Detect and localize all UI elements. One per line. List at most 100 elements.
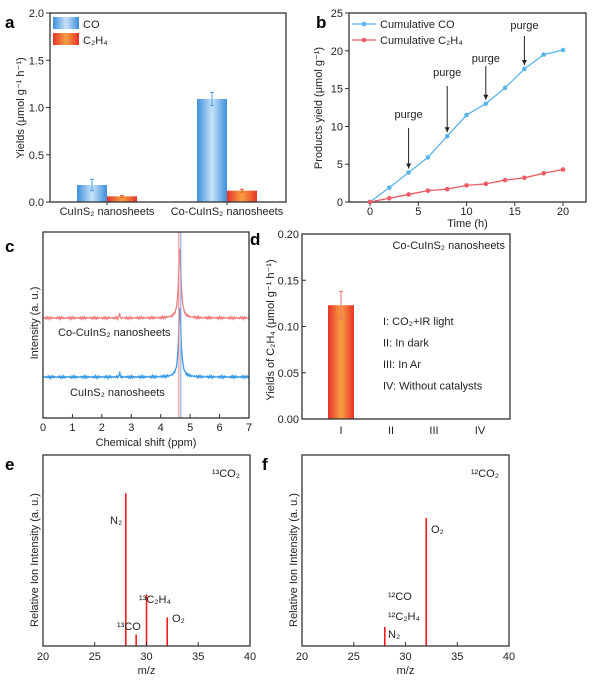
panel-letter-b: b — [316, 13, 326, 32]
b-data-point — [502, 177, 508, 183]
b-purge-label: purge — [472, 53, 500, 65]
c-trace-label: CuInS₂ nanosheets — [70, 387, 165, 399]
b-ytick-label: 10 — [331, 121, 343, 133]
b-data-point — [464, 112, 469, 118]
e-xlabel: m/z — [138, 665, 156, 676]
d-legend-item: I: CO₂+IR light — [383, 316, 454, 328]
f-xtick-label: 30 — [399, 651, 411, 663]
b-data-point — [483, 101, 489, 107]
a-legend-label: CO — [83, 19, 100, 31]
a-bar-co — [77, 184, 107, 202]
b-data-point — [522, 175, 527, 181]
b-ytick-label: 25 — [331, 8, 343, 20]
a-bar-c2h4 — [107, 196, 137, 202]
b-xtick-label: 0 — [367, 206, 373, 218]
f-xtick-label: 25 — [348, 651, 360, 663]
b-legend-label: Cumulative C₂H₄ — [380, 35, 463, 47]
e-ylabel: Relative Ion Intensity (a. u.) — [29, 493, 41, 627]
e-peak-label: ¹³CO — [117, 621, 141, 633]
a-ytick-label: 2.0 — [29, 8, 44, 20]
a-ytick-label: 1.0 — [29, 103, 44, 115]
b-data-point — [406, 192, 411, 197]
a-legend-label: C₂H₄ — [83, 35, 108, 47]
b-arrow-head — [521, 59, 527, 65]
a-ytick-label: 0.0 — [29, 197, 44, 209]
e-peak-label: N₂ — [110, 515, 122, 527]
panel-letter-c: c — [5, 237, 14, 256]
c-xtick-label: 7 — [246, 422, 252, 434]
c-xtick-label: 4 — [158, 422, 164, 434]
c-xtick-label: 6 — [217, 422, 223, 434]
b-data-point — [367, 199, 373, 205]
d-bar — [328, 305, 354, 419]
b-xlabel: Time (h) — [447, 218, 488, 230]
b-data-point — [444, 186, 450, 192]
b-xtick-label: 10 — [460, 206, 472, 218]
b-data-point — [387, 195, 392, 201]
a-ylabel: Yields (μmol g⁻¹ h⁻¹) — [15, 57, 27, 158]
d-title: Co-CuInS₂ nanosheets — [392, 240, 505, 252]
e-xtick-label: 20 — [37, 651, 49, 663]
f-xtick-label: 40 — [503, 651, 515, 663]
c-xtick-label: 0 — [40, 422, 46, 434]
e-title: ¹³CO₂ — [212, 468, 240, 480]
panel-letter-a: a — [5, 13, 15, 32]
c-frame — [42, 231, 250, 419]
f-xtick-label: 35 — [451, 651, 463, 663]
b-ylabel: Products yield (μmol g⁻¹) — [313, 47, 325, 169]
panel-letter-e: e — [5, 455, 14, 474]
a-bar-co — [197, 98, 227, 202]
a-error-bar — [120, 194, 124, 198]
e-xtick-label: 30 — [140, 651, 152, 663]
d-ylabel: Yields of C₂H₄ (μmol g⁻¹ h⁻¹) — [265, 259, 277, 400]
b-ytick-label: 15 — [331, 84, 343, 96]
e-peak-label: O₂ — [172, 613, 185, 625]
c-xtick-label: 5 — [187, 422, 193, 434]
d-ytick-label: 0.05 — [278, 368, 299, 380]
d-ytick-label: 0.20 — [278, 229, 299, 241]
b-arrow-head — [406, 163, 412, 169]
e-xtick-label: 35 — [192, 651, 204, 663]
b-data-point — [522, 66, 527, 72]
b-data-point — [560, 47, 566, 53]
b-xtick-label: 20 — [557, 206, 569, 218]
b-purge-label: purge — [395, 109, 423, 121]
a-xtick-label: CuInS₂ nanosheets — [60, 206, 155, 218]
b-arrow-head — [483, 94, 489, 100]
a-ytick-label: 0.5 — [29, 150, 44, 162]
c-xlabel: Chemical shift (ppm) — [96, 437, 197, 449]
b-purge-label: purge — [510, 20, 538, 32]
a-legend-swatch — [53, 33, 79, 45]
f-peak-label: N₂ — [388, 629, 400, 641]
b-xtick-label: 5 — [415, 206, 421, 218]
a-error-bar — [210, 91, 214, 107]
c-xtick-label: 1 — [69, 422, 75, 434]
d-legend-item: IV: Without catalysts — [383, 381, 483, 393]
c-trace-cuins2 — [42, 308, 250, 381]
panel-letter-f: f — [262, 455, 268, 474]
b-data-point — [464, 183, 469, 188]
b-data-point — [541, 170, 546, 176]
b-data-point — [406, 170, 411, 175]
d-legend-item: III: In Ar — [383, 359, 421, 371]
c-trace-co-cuins2 — [42, 248, 250, 322]
d-error-bar — [339, 290, 343, 320]
d-xtick-label: III — [429, 425, 438, 437]
f-peak-label: ¹²CO — [388, 591, 412, 603]
f-peak-label: ¹²C₂H₄ — [388, 611, 420, 623]
c-ylabel: Intensity (a. u.) — [29, 287, 41, 360]
b-xtick-label: 15 — [509, 206, 521, 218]
panel-letter-d: d — [250, 230, 260, 249]
a-error-bar — [240, 188, 244, 193]
b-legend-marker — [361, 37, 367, 43]
b-legend-marker — [361, 21, 367, 27]
b-arrow-head — [444, 127, 450, 133]
b-data-point — [444, 133, 450, 139]
a-bar-c2h4 — [227, 190, 257, 202]
a-ytick-label: 1.5 — [29, 55, 44, 67]
e-xtick-label: 25 — [89, 651, 101, 663]
f-xtick-label: 20 — [296, 651, 308, 663]
f-title: ¹²CO₂ — [471, 468, 499, 480]
b-line-co — [369, 49, 564, 203]
